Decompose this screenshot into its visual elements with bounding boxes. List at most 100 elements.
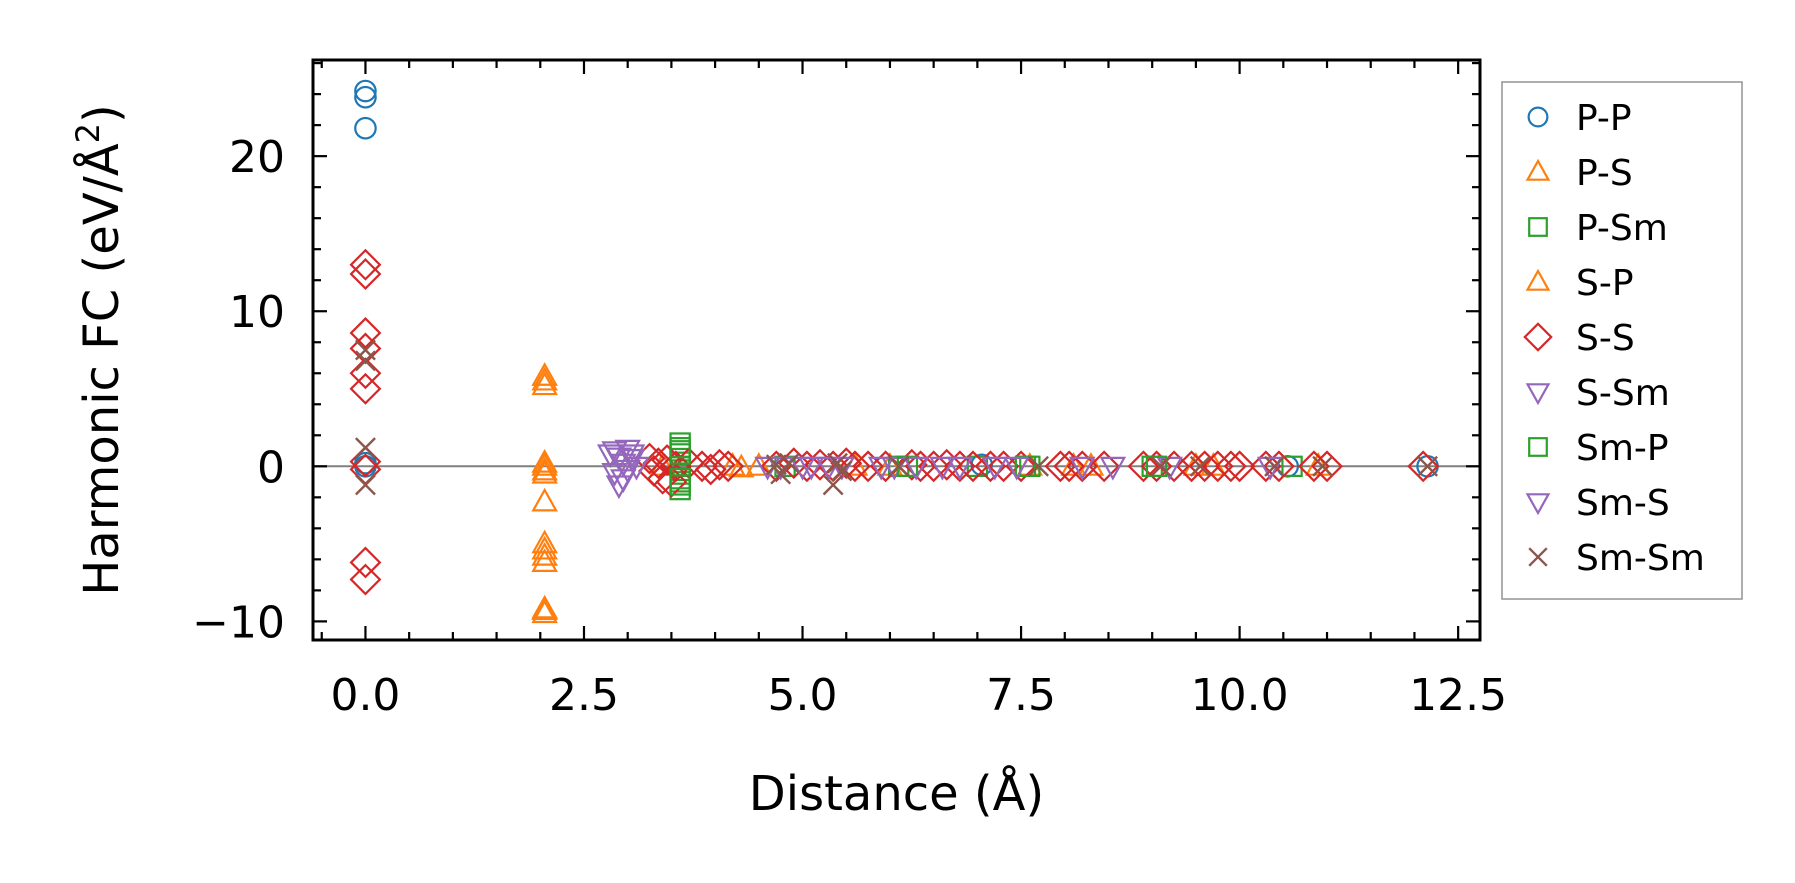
point-s-p-0 xyxy=(531,366,558,391)
point-s-sm-13 xyxy=(1068,456,1096,481)
plot-layer: 0.0 2.5 5.0 7.5 10.0 12.5 −10 0 10 20 xyxy=(192,58,1507,721)
legend-label-s-sm: S-Sm xyxy=(1576,373,1670,414)
y-tick-label: −10 xyxy=(192,597,285,648)
point-p-s-9 xyxy=(531,599,558,624)
point-s-s-25 xyxy=(804,448,836,481)
point-s-s-3 xyxy=(349,332,382,365)
point-sm-p-5 xyxy=(1014,455,1037,478)
point-s-s-33 xyxy=(917,450,950,483)
point-p-s-0 xyxy=(531,362,558,386)
x-tick-label: 10.0 xyxy=(1191,670,1289,721)
point-s-s-29 xyxy=(852,450,885,483)
point-s-p-7 xyxy=(1077,452,1105,476)
point-p-s-2 xyxy=(531,448,558,473)
point-s-s-22 xyxy=(760,450,793,483)
point-sm-s-10 xyxy=(946,456,974,481)
point-s-s-43 xyxy=(1088,450,1121,483)
point-p-s-3 xyxy=(531,456,558,481)
point-sm-sm-7 xyxy=(822,474,844,496)
point-sm-sm-6-stroke-b xyxy=(778,452,800,474)
y-axis-label-superscript: 2 xyxy=(69,123,107,143)
point-p-s-4 xyxy=(531,487,558,512)
point-sm-sm-8-stroke-b xyxy=(827,452,848,474)
point-p-sm-12 xyxy=(1281,455,1303,478)
point-sm-s-2 xyxy=(610,469,637,493)
point-sm-sm-0 xyxy=(355,339,376,361)
series-sm-sm xyxy=(355,339,1438,496)
legend-label-sm-s: Sm-S xyxy=(1576,483,1670,524)
point-sm-sm-5 xyxy=(770,463,792,485)
y-axis-label-main: Harmonic FC (eV/Å xyxy=(73,143,130,596)
x-tick-label: 12.5 xyxy=(1409,670,1507,721)
point-s-s-2 xyxy=(349,316,382,349)
point-s-s-28 xyxy=(839,450,871,483)
point-sm-s-11 xyxy=(1003,456,1030,481)
point-s-s-38 xyxy=(987,450,1020,483)
x-axis-label: Distance (Å) xyxy=(749,765,1044,822)
legend-label-p-s: P-S xyxy=(1576,153,1633,194)
point-s-p-5 xyxy=(719,452,746,476)
legend-label-sm-sm: Sm-Sm xyxy=(1576,538,1705,579)
point-sm-sm-12-stroke-b xyxy=(1150,455,1172,477)
point-sm-sm-10 xyxy=(888,455,910,477)
legend-marker-p-p xyxy=(1527,106,1549,128)
point-s-s-47 xyxy=(1175,450,1208,483)
point-sm-s-1 xyxy=(601,463,628,487)
point-sm-sm-5-stroke-b xyxy=(770,463,792,485)
point-s-s-37 xyxy=(974,450,1007,483)
point-sm-sm-3-stroke-b xyxy=(355,474,376,496)
point-s-s-1 xyxy=(349,258,382,290)
legend-label-s-s: S-S xyxy=(1576,318,1635,359)
point-s-s-50 xyxy=(1214,450,1247,483)
point-s-sm-12 xyxy=(981,456,1009,481)
legend-marker-sm-sm-stroke-b xyxy=(1528,547,1548,567)
point-s-s-21 xyxy=(712,450,745,483)
point-p-s-6 xyxy=(531,542,558,566)
point-p-s-11 xyxy=(728,453,755,478)
point-sm-p-2 xyxy=(669,443,691,465)
point-sm-sm-12 xyxy=(1150,455,1172,477)
point-s-s-20 xyxy=(703,448,736,481)
point-s-s-54 xyxy=(1297,450,1330,483)
point-s-s-4 xyxy=(349,357,382,390)
y-tick-label: 10 xyxy=(229,287,285,338)
point-s-sm-9 xyxy=(815,456,843,481)
point-sm-sm-11 xyxy=(1028,455,1049,477)
y-axis-label: Harmonic FC (eV/Å2) xyxy=(69,104,130,596)
point-sm-s-4 xyxy=(614,439,641,464)
point-sm-sm-10-stroke-b xyxy=(888,455,910,477)
point-s-s-5 xyxy=(349,372,382,405)
point-sm-sm-15-stroke-b xyxy=(1312,455,1334,477)
point-p-s-1 xyxy=(531,371,558,396)
point-sm-sm-11-stroke-b xyxy=(1028,455,1049,477)
point-s-s-39 xyxy=(1005,450,1038,483)
point-p-s-7 xyxy=(531,548,558,572)
x-tick-label: 7.5 xyxy=(986,670,1056,721)
point-sm-sm-3 xyxy=(355,474,376,496)
point-sm-sm-14 xyxy=(1264,455,1286,477)
point-s-s-18 xyxy=(686,450,718,483)
point-s-s-24 xyxy=(790,450,823,483)
point-sm-sm-1 xyxy=(355,350,376,372)
point-s-s-14 xyxy=(651,444,683,477)
point-s-p-1 xyxy=(531,452,558,476)
legend-marker-s-s xyxy=(1523,322,1553,352)
point-s-s-16 xyxy=(659,450,692,483)
point-s-s-44 xyxy=(1127,450,1160,483)
point-sm-sm-15 xyxy=(1312,455,1334,477)
point-sm-sm-1-stroke-b xyxy=(355,350,376,372)
point-sm-s-12 xyxy=(1099,456,1127,481)
legend-marker-p-sm xyxy=(1528,217,1548,237)
point-sm-sm-16 xyxy=(1417,455,1438,477)
point-sm-sm-7-stroke-b xyxy=(822,474,844,496)
point-s-s-19 xyxy=(694,453,727,486)
point-s-s-31 xyxy=(895,448,928,481)
point-p-p-0 xyxy=(354,79,377,103)
point-sm-sm-13-stroke-b xyxy=(1189,455,1211,477)
point-s-s-49 xyxy=(1201,450,1234,483)
point-s-s-51 xyxy=(1223,450,1256,483)
y-tick-label: 20 xyxy=(229,132,285,183)
point-s-s-52 xyxy=(1249,450,1282,483)
